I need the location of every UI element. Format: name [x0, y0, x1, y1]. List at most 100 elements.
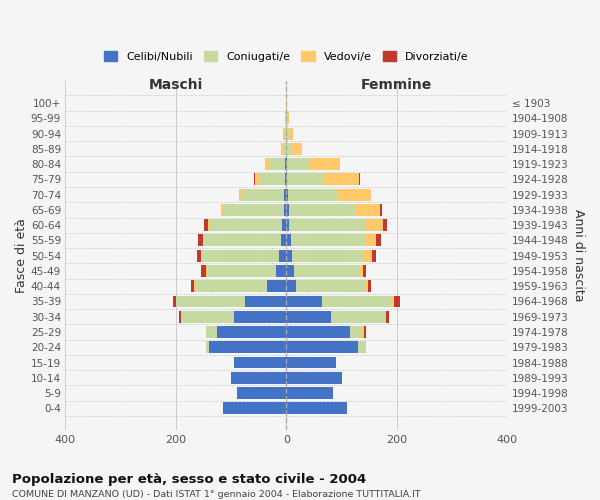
Bar	[199, 234, 203, 246]
Bar	[286, 234, 291, 246]
Bar	[286, 342, 358, 353]
Bar	[363, 265, 366, 277]
Bar	[338, 188, 371, 200]
Bar	[267, 280, 286, 292]
Bar	[359, 174, 361, 186]
Bar	[286, 326, 350, 338]
Bar	[288, 188, 338, 200]
Bar	[284, 128, 286, 140]
Bar	[179, 311, 181, 322]
Bar	[265, 158, 270, 170]
Bar	[286, 296, 322, 308]
Bar	[223, 204, 284, 216]
Bar	[270, 158, 285, 170]
Bar	[286, 356, 336, 368]
Bar	[286, 143, 292, 155]
Bar	[286, 250, 292, 262]
Bar	[287, 158, 310, 170]
Bar	[256, 174, 260, 186]
Bar	[287, 174, 323, 186]
Bar	[191, 280, 194, 292]
Bar	[197, 250, 201, 262]
Bar	[365, 234, 376, 246]
Bar	[368, 280, 371, 292]
Bar	[323, 174, 359, 186]
Bar	[201, 265, 206, 277]
Bar	[234, 356, 286, 368]
Text: Maschi: Maschi	[149, 78, 203, 92]
Bar	[367, 219, 383, 231]
Bar	[286, 311, 331, 322]
Bar	[286, 158, 287, 170]
Bar	[394, 296, 400, 308]
Bar	[204, 219, 208, 231]
Bar	[242, 188, 284, 200]
Bar	[236, 387, 286, 399]
Bar	[331, 311, 386, 322]
Bar	[358, 342, 367, 353]
Bar	[181, 311, 234, 322]
Bar	[361, 265, 363, 277]
Bar	[286, 188, 288, 200]
Bar	[284, 188, 286, 200]
Bar	[386, 311, 389, 322]
Bar	[221, 204, 223, 216]
Bar	[278, 250, 286, 262]
Bar	[289, 219, 367, 231]
Bar	[210, 219, 282, 231]
Bar	[195, 280, 267, 292]
Bar	[286, 204, 289, 216]
Bar	[289, 128, 293, 140]
Bar	[206, 342, 209, 353]
Bar	[284, 174, 286, 186]
Bar	[286, 265, 294, 277]
Bar	[231, 372, 286, 384]
Bar	[380, 204, 382, 216]
Bar	[176, 296, 245, 308]
Bar	[322, 296, 391, 308]
Y-axis label: Fasce di età: Fasce di età	[15, 218, 28, 293]
Bar	[372, 250, 376, 262]
Bar	[286, 174, 287, 186]
Bar	[217, 326, 286, 338]
Bar	[286, 372, 341, 384]
Bar	[194, 280, 195, 292]
Bar	[201, 250, 202, 262]
Bar	[234, 311, 286, 322]
Text: Femmine: Femmine	[361, 78, 433, 92]
Bar	[203, 234, 205, 246]
Bar	[239, 188, 242, 200]
Bar	[208, 219, 210, 231]
Bar	[283, 128, 284, 140]
Bar	[205, 234, 281, 246]
Bar	[206, 326, 217, 338]
Bar	[376, 234, 381, 246]
Bar	[292, 250, 364, 262]
Bar	[391, 296, 394, 308]
Y-axis label: Anni di nascita: Anni di nascita	[572, 210, 585, 302]
Bar	[289, 204, 355, 216]
Bar	[173, 296, 176, 308]
Bar	[364, 326, 367, 338]
Bar	[383, 219, 388, 231]
Bar	[291, 234, 365, 246]
Bar	[310, 158, 340, 170]
Bar	[202, 250, 278, 262]
Bar	[292, 143, 302, 155]
Bar	[284, 204, 286, 216]
Bar	[365, 280, 368, 292]
Bar	[281, 234, 286, 246]
Bar	[286, 112, 287, 124]
Bar	[350, 326, 361, 338]
Bar	[223, 402, 286, 414]
Bar	[284, 143, 286, 155]
Bar	[286, 219, 289, 231]
Bar	[282, 219, 286, 231]
Bar	[209, 342, 286, 353]
Bar	[245, 296, 286, 308]
Bar	[281, 143, 284, 155]
Bar	[296, 280, 365, 292]
Bar	[286, 128, 289, 140]
Bar	[364, 250, 372, 262]
Bar	[286, 387, 333, 399]
